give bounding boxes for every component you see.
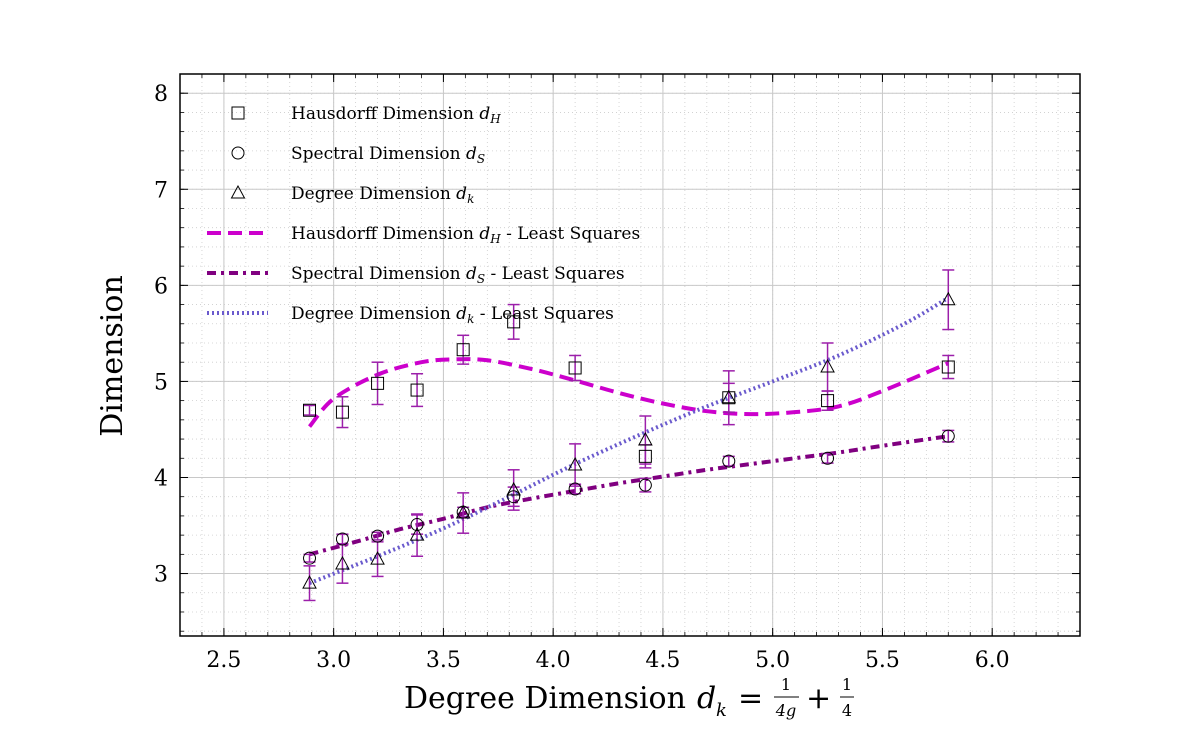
- point-hausdorff: [371, 376, 385, 390]
- point-degree: [455, 504, 471, 519]
- point-hausdorff: [456, 343, 470, 357]
- point-degree: [567, 456, 583, 471]
- x-tick-label: 4.5: [645, 648, 680, 673]
- point-degree: [721, 389, 737, 404]
- plot-frame: [179, 73, 1081, 637]
- legend-label: Degree Dimension dk: [291, 184, 474, 206]
- x-tick-label: 5.5: [865, 648, 900, 673]
- point-degree: [820, 358, 835, 373]
- legend-label: Spectral Dimension dS - Least Squares: [291, 264, 625, 286]
- point-spectral: [722, 454, 736, 468]
- x-axis-frac1-num: 1: [781, 675, 791, 694]
- y-tick-label: 5: [154, 370, 168, 395]
- point-spectral: [821, 451, 835, 465]
- x-axis-title: Degree Dimension d k = 1 4g + 1 4: [404, 675, 854, 721]
- x-axis-title-math: d: [697, 681, 716, 716]
- x-tick-label: 3.5: [426, 648, 461, 673]
- point-hausdorff: [507, 315, 521, 329]
- fit-line-3: [308, 296, 950, 586]
- point-spectral: [335, 532, 349, 546]
- legend-circle-icon: [231, 146, 245, 160]
- point-hausdorff: [410, 383, 424, 397]
- data-markers: [302, 291, 956, 589]
- x-axis-frac1-den: 4g: [775, 701, 796, 720]
- point-degree: [409, 527, 425, 541]
- point-degree: [506, 481, 521, 496]
- legend-triangle-icon: [230, 184, 246, 199]
- x-tick-label: 5.0: [755, 648, 790, 673]
- point-hausdorff: [335, 405, 349, 419]
- x-axis-frac2-den: 4: [842, 701, 852, 720]
- point-spectral: [371, 529, 385, 543]
- x-axis-title-text: Degree Dimension: [404, 681, 686, 716]
- y-tick-label: 8: [154, 82, 168, 107]
- point-degree: [638, 431, 653, 446]
- point-spectral: [638, 478, 652, 492]
- y-tick-label: 3: [154, 563, 168, 588]
- axis-ticks: 2.5 3.0 3.5 4.0 4.5 5.0 5.5 6.0 3 4 5 6 7 8: [154, 74, 1081, 673]
- legend-label: Spectral Dimension dS: [291, 144, 485, 166]
- x-tick-label: 6.0: [975, 648, 1010, 673]
- legend-label: Hausdorff Dimension dH - Least Squares: [291, 224, 640, 246]
- x-axis-title-plus: +: [806, 681, 831, 716]
- point-spectral: [941, 429, 955, 443]
- legend-label: Hausdorff Dimension dH: [291, 104, 501, 126]
- point-hausdorff: [638, 449, 652, 463]
- point-degree: [370, 551, 385, 565]
- point-hausdorff: [303, 403, 317, 417]
- fit-line-2: [308, 434, 949, 557]
- y-tick-label: 6: [154, 274, 168, 299]
- fit-lines: [307, 296, 950, 586]
- point-spectral: [410, 518, 424, 532]
- x-tick-label: 3.0: [316, 648, 351, 673]
- x-axis-title-sub: k: [716, 700, 727, 721]
- point-degree: [302, 575, 317, 589]
- x-axis-frac2-num: 1: [842, 675, 852, 694]
- legend: Hausdorff Dimension dH Spectral Dimension…: [207, 104, 640, 326]
- point-spectral: [568, 482, 582, 496]
- x-tick-label: 2.5: [206, 648, 241, 673]
- x-axis-title-eq: =: [738, 681, 763, 716]
- point-hausdorff: [821, 394, 835, 408]
- y-axis-title: Dimension: [95, 275, 130, 437]
- x-tick-label: 4.0: [536, 648, 571, 673]
- point-hausdorff: [568, 361, 582, 375]
- point-hausdorff: [941, 360, 955, 374]
- point-spectral: [507, 490, 521, 504]
- point-spectral: [303, 551, 317, 565]
- legend-square-icon: [231, 106, 245, 120]
- fit-line-1: [307, 357, 950, 428]
- point-degree: [335, 555, 350, 570]
- legend-label: Degree Dimension dk - Least Squares: [291, 304, 614, 326]
- y-tick-label: 7: [154, 178, 168, 203]
- point-degree: [940, 291, 956, 306]
- y-tick-label: 4: [154, 466, 168, 491]
